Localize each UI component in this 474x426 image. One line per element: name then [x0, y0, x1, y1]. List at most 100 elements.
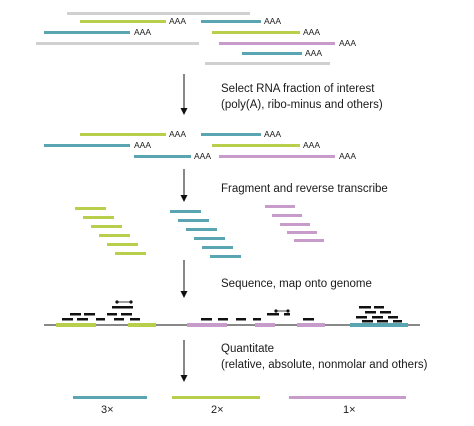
read — [121, 313, 132, 316]
cdna-fragments-purple — [265, 205, 324, 242]
fragment — [75, 207, 106, 210]
read — [84, 313, 95, 316]
fragment — [186, 228, 217, 231]
poly-a-tail-label: AAA — [134, 27, 151, 37]
cdna-fragments-teal — [170, 210, 241, 258]
read — [62, 318, 73, 321]
read — [388, 316, 398, 319]
fragment — [272, 214, 302, 217]
cdna-fragments-green — [75, 207, 146, 255]
rna-green — [212, 31, 300, 34]
fragment — [265, 205, 295, 208]
fragment — [115, 252, 146, 255]
exon-purple — [297, 323, 325, 327]
fragment — [83, 216, 114, 219]
quantity-label: 3× — [101, 404, 114, 416]
step-sequence-title: Sequence, map onto genome — [221, 278, 372, 290]
step-quantitate-title: Quantitate — [221, 343, 274, 355]
rna-teal — [201, 133, 261, 136]
read — [380, 311, 391, 314]
poly-a-tail-label: AAA — [194, 151, 211, 161]
fragment — [202, 246, 233, 249]
read — [359, 306, 371, 309]
rna-teal — [134, 155, 191, 158]
exon-purple — [187, 323, 227, 327]
poly-a-tail-label: AAA — [303, 140, 320, 150]
read — [267, 313, 279, 316]
poly-a-tail-label: AAA — [169, 16, 186, 26]
read — [284, 313, 290, 316]
arrow-down-icon — [180, 169, 188, 202]
rna-gray — [205, 62, 330, 65]
read — [130, 318, 140, 321]
read — [236, 318, 246, 321]
poly-a-tail-label: AAA — [264, 16, 281, 26]
read — [374, 306, 384, 309]
exon-teal — [350, 323, 408, 327]
rna-gray — [36, 42, 199, 45]
rna-teal — [44, 31, 130, 34]
poly-a-tail-label: AAA — [134, 140, 151, 150]
arrow-down-icon — [180, 74, 188, 115]
read — [372, 316, 383, 319]
rna-purple — [219, 155, 335, 158]
step-fragment-title: Fragment and reverse transcribe — [221, 183, 388, 195]
fragment — [170, 210, 201, 213]
read — [377, 320, 388, 323]
fragment — [99, 234, 130, 237]
poly-a-tail-label: AAA — [339, 151, 356, 161]
rna-green — [212, 144, 300, 147]
rna-teal — [44, 144, 130, 147]
step-select-title: Select RNA fraction of interest — [221, 83, 375, 95]
exon-purple — [255, 323, 275, 327]
read — [201, 318, 212, 321]
read — [112, 306, 133, 309]
mapped-reads — [62, 306, 402, 323]
poly-a-tail-label: AAA — [305, 48, 322, 58]
read — [114, 318, 124, 321]
poly-a-tail-label: AAA — [339, 38, 356, 48]
read — [70, 313, 81, 316]
read — [362, 320, 373, 323]
rna-green — [80, 133, 166, 136]
spliced-read-links — [115, 300, 290, 313]
fragment — [280, 223, 310, 226]
fragment — [287, 231, 317, 234]
poly-a-tail-label: AAA — [169, 129, 186, 139]
rna-gray — [67, 12, 250, 15]
rna-green — [80, 20, 166, 23]
rna-teal — [242, 52, 302, 55]
read — [253, 318, 261, 321]
read — [393, 320, 402, 323]
quantified-transcript-purple — [289, 396, 406, 399]
arrow-down-icon — [180, 340, 188, 382]
fragment — [91, 225, 122, 228]
exon-green — [56, 323, 96, 327]
quantification: 3× 2× 1× — [73, 396, 406, 416]
quantity-label: 2× — [211, 404, 224, 416]
fragment — [178, 219, 209, 222]
read — [77, 318, 88, 321]
read — [107, 313, 117, 316]
poly-a-tail-label: AAA — [264, 129, 281, 139]
fragment — [210, 255, 241, 258]
read — [96, 318, 105, 321]
read — [365, 311, 376, 314]
exon-green — [128, 323, 156, 327]
rna-teal — [201, 20, 261, 23]
selected-rna-fraction: AAA AAA AAA AAA AAA AAA — [44, 129, 356, 161]
fragment — [107, 243, 138, 246]
fragment — [294, 239, 324, 242]
total-rna-pool: AAA AAA AAA AAA AAA AAA — [36, 12, 356, 65]
quantified-transcript-green — [172, 396, 260, 399]
step-select-detail: (poly(A), ribo-minus and others) — [221, 99, 383, 111]
quantified-transcript-teal — [73, 396, 147, 399]
read — [218, 318, 228, 321]
genome-mapping — [44, 300, 420, 327]
arrow-down-icon — [180, 260, 188, 298]
rna-purple — [219, 42, 335, 45]
poly-a-tail-label: AAA — [303, 27, 320, 37]
read — [356, 316, 367, 319]
fragment — [194, 237, 225, 240]
